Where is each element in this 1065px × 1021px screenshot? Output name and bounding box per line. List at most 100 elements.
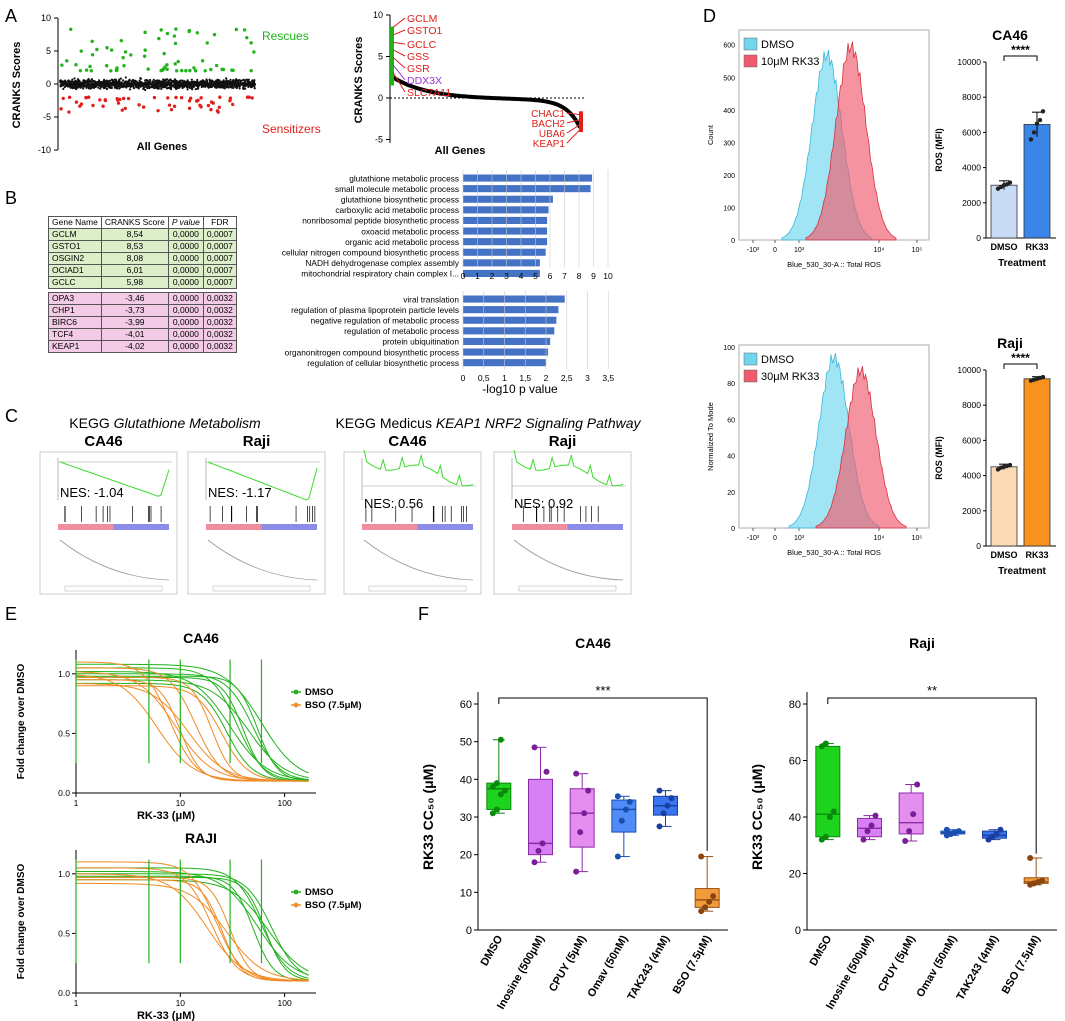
table-row: TCF4 -4,01 0,0000 0,0032 [48,328,237,341]
gene-point [114,81,117,84]
x-tick-label: 1 [502,373,507,383]
gene-point [184,82,187,85]
y-tick-label: 60 [789,756,801,768]
gene-point [181,79,184,82]
x-tick-label: CPUY (5μM) [876,933,918,994]
legend-swatch [743,37,758,51]
gene-point [137,84,141,88]
x-tick-label: -10³ [747,535,760,542]
table-cell: -3,73 [100,304,169,317]
sensitizer-point [196,98,200,102]
gene-point [132,80,135,83]
gene-point [90,85,93,89]
panel-label-d: D [703,6,716,26]
rescue-point [188,68,192,73]
panel-c: KEGG Glutathione Metabolism KEGG Medicus… [39,415,642,595]
y-tick-label: 80 [789,699,801,711]
box [611,799,637,833]
gene-point [193,80,197,84]
x-tick-label: 3,5 [602,373,614,383]
table-row: OSGIN2 8,08 0,0000 0,0007 [48,252,237,265]
gene-label: CHAC1 [531,109,565,120]
category-label: organonitrogen compound biosynthetic pro… [285,347,459,357]
category-label: carboxylic acid metabolic process [335,205,459,215]
gene-pointer [392,64,406,81]
data-point [626,798,633,805]
gene-pointer [566,124,581,134]
gene-point [159,84,163,87]
gene-table: Gene Name CRANKS Score P value FDR GCLM 8… [48,216,237,353]
y-tick-label: 0 [795,925,801,937]
gene-point [152,80,155,83]
gene-point [59,79,62,82]
data-point [914,781,921,788]
gene-label: UBA6 [539,129,566,140]
gene-label: SLC7A11 [407,87,451,99]
sensitizer-point [116,101,121,105]
panel-label-f: F [418,604,429,624]
gene-point [229,81,232,84]
gene-point [99,84,102,87]
gene-point [60,83,63,86]
gene-point [177,82,180,85]
gene-point [211,80,215,83]
rescue-point [205,41,209,45]
table-cell: 0,0000 [167,264,204,277]
gene-point [144,78,147,82]
gene-point [160,80,163,83]
table-cell: 8,53 [100,240,169,253]
gene-point [235,79,238,82]
gene-point [179,85,182,88]
rescue-point [78,68,83,73]
gsea-legend [64,585,163,592]
rescue-point [122,64,126,68]
table-row: CHP1 -3,73 0,0000 0,0032 [48,304,237,317]
x-axis-label: Treatment [998,566,1046,577]
gene-point [214,82,218,86]
data-point [1007,462,1013,468]
sensitizer-point [198,103,202,107]
gene-point [238,78,241,82]
table-cell: 0,0000 [167,292,204,305]
sensitizer-point [228,96,233,100]
gene-point [196,78,199,82]
sensitizer-point [120,108,124,112]
gene-point [227,82,231,86]
gene-point [104,84,107,88]
table-cell: 0,0007 [202,240,237,253]
rescue-point [234,27,239,32]
gene-point [133,81,136,85]
gene-point [186,81,189,84]
y-axis-label: Count [706,124,715,145]
table-cell: GSTO1 [48,240,102,253]
gene-point [221,83,224,86]
gene-point [135,86,139,89]
x-tick-label: 10 [603,271,613,281]
x-axis-label: All Genes [137,141,188,153]
gene-point [170,86,173,89]
significance-bracket [1003,55,1038,61]
sensitizer-point [209,107,213,112]
data-point [822,740,829,747]
gene-point [230,84,233,88]
box [569,788,595,848]
y-tick-label: 0.0 [58,788,70,798]
bar [463,269,540,277]
x-tick-label: Inosine (500μM) [824,933,876,1011]
sensitizer-point [123,106,127,111]
rescue-point [180,68,184,73]
dose-response-curve [76,876,309,981]
data-point [573,868,580,875]
panel-label-e: E [5,604,17,624]
x-tick-label: CPUY (5μM) [547,933,589,994]
gene-point [190,87,194,90]
panel-label-c: C [5,406,18,426]
y-axis-label: Fold change over DMSO [16,863,27,979]
y-tick-label: 80 [727,381,735,388]
x-tick-label: Inosine (500μM) [495,933,547,1011]
dose-response-curve [76,873,309,982]
table-cell: 8,08 [100,252,169,265]
y-tick-label: 40 [460,774,472,786]
y-tick-label: 0 [378,93,383,103]
